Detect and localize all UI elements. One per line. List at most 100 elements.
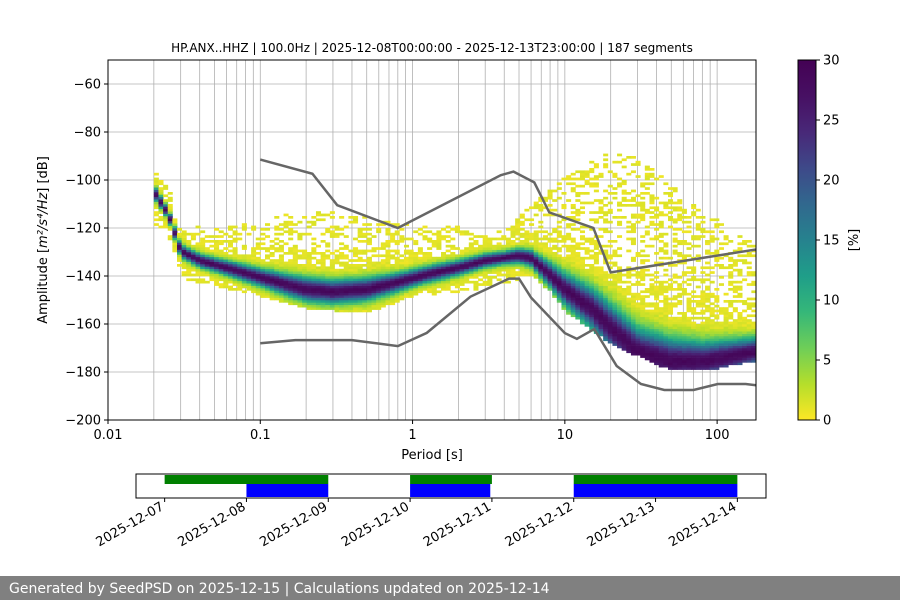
heatmap-cell: [621, 333, 627, 337]
heatmap-cell: [283, 278, 289, 282]
heatmap-cell: [227, 244, 233, 248]
heatmap-cell: [306, 285, 312, 289]
timeline-span-processed: [410, 484, 491, 497]
heatmap-cell: [533, 230, 539, 234]
heatmap-cell: [329, 225, 335, 229]
heatmap-cell: [570, 204, 576, 207]
heatmap-cell: [533, 259, 539, 262]
heatmap-cell: [686, 216, 692, 219]
heatmap-cell: [177, 254, 183, 258]
heatmap-cell: [431, 268, 437, 272]
heatmap-cell: [376, 300, 382, 303]
heatmap-cell: [626, 328, 632, 332]
heatmap-cell: [237, 232, 243, 236]
heatmap-cell: [357, 268, 363, 272]
heatmap-cell: [691, 362, 697, 366]
heatmap-cell: [635, 352, 641, 356]
heatmap-cell: [292, 259, 298, 262]
heatmap-cell: [283, 276, 289, 279]
heatmap-cell: [519, 264, 525, 267]
heatmap-cell: [529, 223, 535, 226]
heatmap-cell: [630, 189, 636, 193]
heatmap-cell: [445, 271, 451, 274]
heatmap-cell: [570, 182, 576, 186]
heatmap-cell: [339, 295, 345, 298]
heatmap-cell: [454, 266, 460, 270]
heatmap-cell: [501, 249, 507, 253]
heatmap-cell: [431, 285, 437, 289]
heatmap-cell: [366, 292, 372, 296]
heatmap-cell: [556, 232, 562, 236]
heatmap-cell: [681, 324, 687, 327]
heatmap-cell: [746, 352, 752, 356]
heatmap-cell: [167, 196, 173, 200]
heatmap-cell: [339, 261, 345, 265]
heatmap-cell: [357, 290, 363, 294]
heatmap-cell: [510, 225, 516, 229]
heatmap-cell: [306, 288, 312, 291]
heatmap-cell: [394, 273, 400, 277]
heatmap-cell: [538, 264, 544, 267]
heatmap-cell: [649, 336, 655, 339]
heatmap-cell: [325, 228, 331, 231]
heatmap-cell: [371, 278, 377, 282]
heatmap-cell: [686, 321, 692, 325]
heatmap-cell: [380, 297, 386, 301]
heatmap-cell: [598, 326, 604, 330]
colorbar-tick-label: 5: [823, 354, 831, 369]
heatmap-cell: [579, 316, 586, 320]
heatmap-cell: [695, 348, 701, 351]
heatmap-cell: [635, 254, 641, 258]
y-tick-label: −200: [65, 414, 101, 429]
heatmap-cell: [579, 261, 586, 265]
heatmap-cell: [334, 276, 340, 279]
heatmap-cell: [612, 300, 618, 303]
heatmap-cell: [658, 357, 664, 361]
heatmap-cell: [570, 297, 576, 301]
heatmap-cell: [269, 271, 275, 274]
heatmap-cell: [246, 259, 252, 262]
heatmap-cell: [667, 278, 674, 282]
heatmap-cell: [482, 280, 488, 284]
heatmap-cell: [163, 194, 169, 198]
heatmap-cell: [283, 252, 289, 255]
heatmap-cell: [306, 297, 312, 301]
heatmap-cell: [751, 328, 756, 332]
heatmap-cell: [691, 235, 697, 238]
heatmap-cell: [589, 170, 595, 174]
heatmap-cell: [663, 256, 669, 260]
heatmap-cell: [612, 333, 618, 337]
heatmap-cell: [181, 264, 187, 267]
heatmap-cell: [533, 204, 539, 207]
heatmap-cell: [603, 336, 609, 339]
heatmap-cell: [218, 283, 224, 286]
heatmap-cell: [153, 177, 159, 181]
heatmap-cell: [556, 300, 562, 303]
heatmap-cell: [441, 276, 447, 279]
heatmap-cell: [399, 285, 405, 289]
heatmap-cell: [681, 208, 687, 212]
heatmap-cell: [681, 314, 687, 318]
heatmap-cell: [723, 292, 729, 296]
heatmap-cell: [681, 345, 687, 349]
heatmap-cell: [403, 256, 409, 260]
heatmap-cell: [329, 235, 335, 238]
heatmap-cell: [348, 278, 354, 282]
heatmap-cell: [677, 331, 683, 334]
heatmap-cell: [315, 244, 321, 248]
heatmap-cell: [691, 266, 697, 270]
heatmap-cell: [718, 340, 724, 344]
y-tick-label: −80: [74, 126, 101, 141]
heatmap-cell: [695, 364, 701, 368]
heatmap-cell: [626, 302, 632, 306]
heatmap-cell: [718, 360, 724, 363]
heatmap-cell: [311, 220, 317, 224]
heatmap-cell: [603, 261, 609, 265]
heatmap-cell: [450, 237, 456, 241]
heatmap-cell: [153, 213, 159, 217]
heatmap-cell: [644, 336, 650, 339]
heatmap-cell: [278, 276, 284, 279]
heatmap-cell: [617, 295, 623, 298]
heatmap-cell: [214, 276, 220, 279]
heatmap-cell: [654, 321, 660, 325]
